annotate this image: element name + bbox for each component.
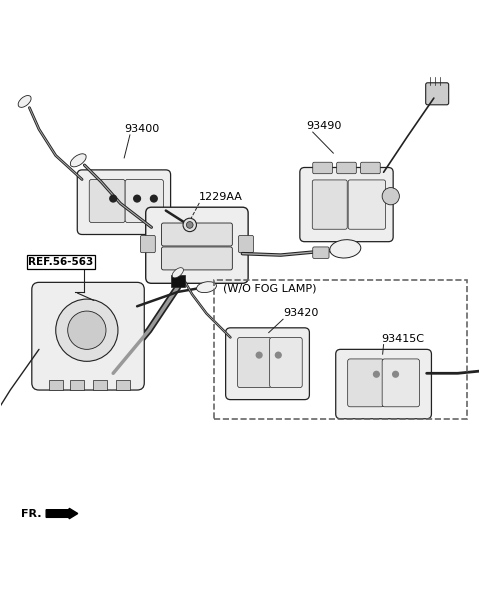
Text: 93400: 93400	[124, 124, 159, 134]
FancyBboxPatch shape	[348, 180, 385, 229]
FancyBboxPatch shape	[313, 247, 329, 259]
FancyBboxPatch shape	[32, 282, 144, 390]
FancyBboxPatch shape	[238, 338, 271, 388]
FancyBboxPatch shape	[382, 359, 420, 407]
FancyBboxPatch shape	[426, 83, 449, 105]
Circle shape	[56, 299, 118, 361]
FancyBboxPatch shape	[161, 223, 232, 246]
FancyBboxPatch shape	[226, 328, 310, 400]
Circle shape	[110, 195, 117, 202]
Circle shape	[134, 195, 141, 202]
FancyBboxPatch shape	[313, 162, 332, 174]
Text: 93490: 93490	[306, 121, 341, 131]
Circle shape	[276, 352, 281, 358]
FancyBboxPatch shape	[360, 162, 380, 174]
Ellipse shape	[330, 240, 361, 258]
FancyBboxPatch shape	[270, 338, 302, 388]
Circle shape	[68, 311, 106, 349]
FancyBboxPatch shape	[312, 180, 347, 229]
Text: REF.56-563: REF.56-563	[28, 257, 94, 267]
FancyBboxPatch shape	[89, 180, 125, 223]
FancyBboxPatch shape	[161, 247, 232, 270]
FancyBboxPatch shape	[141, 235, 156, 253]
FancyBboxPatch shape	[336, 349, 432, 418]
Circle shape	[256, 352, 262, 358]
Ellipse shape	[172, 268, 183, 278]
FancyBboxPatch shape	[348, 359, 384, 407]
Text: 93415C: 93415C	[381, 333, 424, 344]
Bar	[48, 379, 63, 390]
FancyArrow shape	[46, 508, 78, 519]
Ellipse shape	[196, 282, 216, 292]
Text: (W/O FOG LAMP): (W/O FOG LAMP)	[223, 284, 317, 294]
Circle shape	[183, 218, 196, 232]
Ellipse shape	[18, 95, 31, 107]
Circle shape	[393, 371, 398, 377]
FancyBboxPatch shape	[239, 235, 253, 253]
Bar	[170, 275, 185, 287]
Text: FR.: FR.	[21, 508, 41, 519]
FancyBboxPatch shape	[300, 168, 393, 242]
Circle shape	[373, 371, 379, 377]
FancyBboxPatch shape	[77, 170, 170, 235]
Bar	[93, 379, 108, 390]
Ellipse shape	[70, 154, 86, 167]
Circle shape	[186, 221, 193, 229]
FancyBboxPatch shape	[146, 207, 248, 283]
Bar	[116, 379, 130, 390]
Circle shape	[382, 188, 399, 205]
Text: 1229AA: 1229AA	[199, 192, 243, 202]
Bar	[214, 280, 468, 418]
Bar	[70, 379, 84, 390]
FancyBboxPatch shape	[125, 180, 163, 223]
FancyBboxPatch shape	[336, 162, 356, 174]
Circle shape	[151, 195, 157, 202]
Text: 93420: 93420	[283, 308, 318, 318]
